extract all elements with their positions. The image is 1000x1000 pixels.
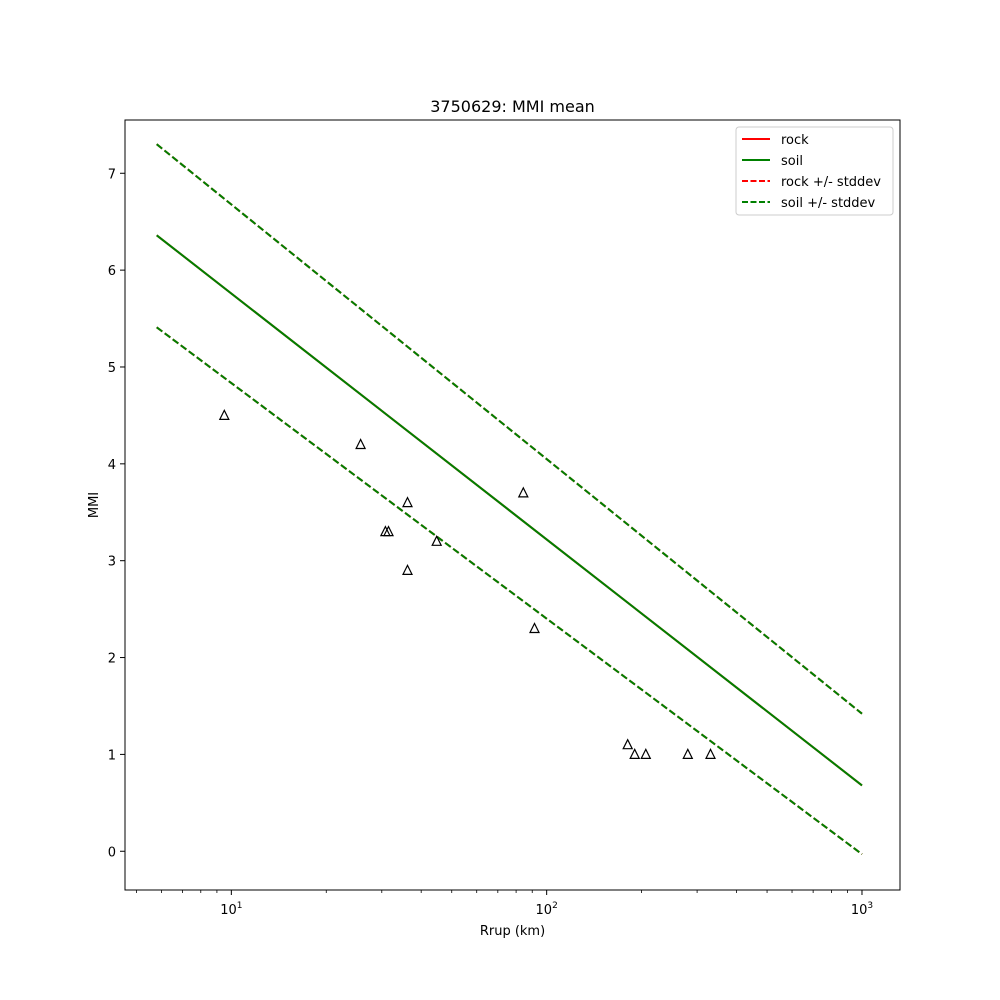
- y-tick-label: 1: [108, 748, 116, 763]
- series-line-soil-stddev: [156, 143, 863, 715]
- y-axis-label: MMI: [87, 492, 102, 518]
- observation-marker: [629, 748, 641, 760]
- observation-marker: [431, 534, 443, 546]
- x-tick-label: 103: [851, 901, 873, 918]
- y-tick-label: 4: [108, 458, 116, 473]
- legend-box: [735, 126, 894, 216]
- observation-marker: [682, 748, 694, 760]
- legend-label: soil: [781, 154, 803, 169]
- observation-marker: [402, 496, 413, 508]
- observation-marker: [402, 564, 413, 576]
- series-line-soil: [156, 234, 863, 787]
- y-tick-label: 5: [108, 361, 116, 376]
- y-tick-label: 7: [108, 167, 116, 182]
- observation-marker: [355, 438, 367, 450]
- observation-marker: [517, 486, 529, 498]
- x-axis-label: Rrup (km): [480, 924, 545, 939]
- x-tick-label: 102: [536, 901, 558, 918]
- x-tick-label: 101: [220, 901, 242, 918]
- y-tick-label: 0: [108, 845, 116, 860]
- observation-marker: [383, 525, 394, 537]
- observation-marker: [218, 409, 230, 420]
- observation-marker: [529, 622, 540, 634]
- series-line-soil-stddev-lower: [156, 326, 863, 856]
- legend-label: rock: [781, 133, 809, 148]
- legend: rock soil rock +/- stddev soil +/- stddev: [735, 126, 894, 216]
- lines-layer: [156, 143, 863, 856]
- observation-marker: [640, 748, 652, 760]
- markers-layer: [218, 409, 716, 760]
- chart-title: 3750629: MMI mean: [430, 97, 595, 116]
- legend-label: rock +/- stddev: [781, 175, 881, 190]
- plot-frame: [124, 119, 901, 891]
- y-tick-label: 6: [108, 264, 116, 279]
- observation-marker: [622, 738, 634, 750]
- observation-marker: [705, 748, 716, 760]
- y-tick-label: 2: [108, 652, 116, 667]
- y-tick-label: 3: [108, 555, 116, 570]
- axes-layer: 0 1 2 3 4 5 6 7 101 102 103: [108, 167, 873, 918]
- legend-label: soil +/- stddev: [781, 196, 876, 211]
